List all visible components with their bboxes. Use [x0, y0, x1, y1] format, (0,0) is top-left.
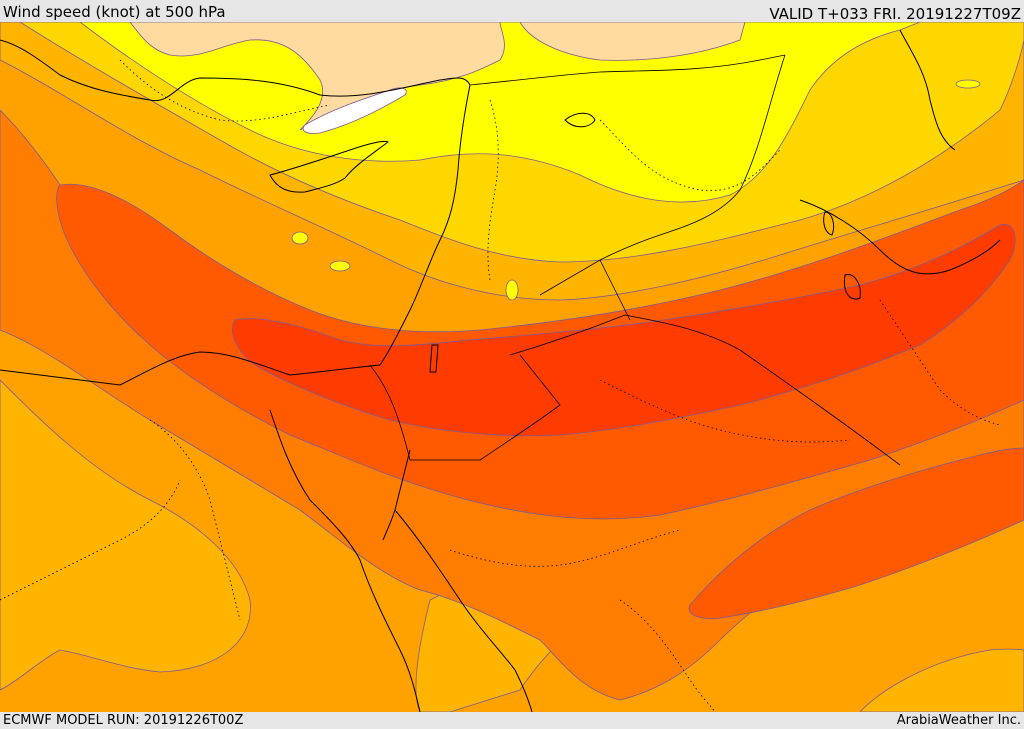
border-jordan-saudi [369, 354, 561, 461]
dotted-border-1 [119, 59, 331, 122]
band-amber-southeast [859, 648, 1024, 712]
dotted-border-8 [879, 299, 1001, 426]
band-amber-islet [955, 79, 981, 89]
coastline-sinai-suez [269, 409, 421, 712]
dotted-border-2 [599, 119, 781, 192]
band-gold-islet-3 [505, 279, 519, 301]
coastline-dead-sea [429, 344, 439, 373]
credit-label: ArabiaWeather Inc. [896, 713, 1021, 728]
coastline-cyprus [269, 140, 389, 193]
border-turkey-syria [469, 54, 786, 86]
coastline-caspian [899, 29, 956, 151]
coastline-lake-van [564, 112, 596, 128]
chart-title: Wind speed (knot) at 500 hPa [3, 3, 226, 21]
coastline-levant [379, 84, 471, 366]
dotted-border-5 [599, 379, 851, 443]
border-iraq-iran [599, 54, 786, 261]
coastline-gulf [799, 199, 1001, 275]
dotted-border-3 [149, 419, 241, 621]
border-iraq-saudi [509, 314, 901, 466]
coastline-bahrain [843, 274, 861, 300]
dotted-border-9 [487, 99, 499, 281]
model-run-label: ECMWF MODEL RUN: 20191226T00Z [3, 713, 244, 728]
band-peach-east [519, 22, 746, 61]
country-borders [369, 54, 901, 466]
band-red [231, 223, 1016, 437]
valid-time: VALID T+033 FRI. 20191227T09Z [769, 5, 1021, 23]
band-gold-islet-1 [329, 260, 351, 272]
coastline-red-sea-east [394, 509, 533, 712]
coastlines [0, 29, 1001, 712]
header-bar: Wind speed (knot) at 500 hPa VALID T+033… [0, 0, 1024, 23]
band-peach [129, 22, 505, 131]
wind-speed-map-svg [0, 22, 1024, 712]
coastline-turkey [0, 39, 471, 102]
dotted-border-4 [0, 479, 181, 601]
footer-bar: ECMWF MODEL RUN: 20191226T00Z ArabiaWeat… [0, 712, 1024, 729]
dotted-border-7 [619, 599, 716, 712]
coastline-qatar-islet [823, 211, 835, 236]
coastline-egypt-north [0, 351, 381, 386]
internal-borders [0, 59, 1001, 712]
weather-map[interactable] [0, 22, 1024, 712]
dotted-border-6 [449, 529, 681, 567]
band-gold-islet-2 [291, 231, 309, 245]
band-amber-southwest [0, 379, 251, 691]
band-red-orange-southeast [688, 447, 1024, 619]
band-white [302, 87, 407, 134]
